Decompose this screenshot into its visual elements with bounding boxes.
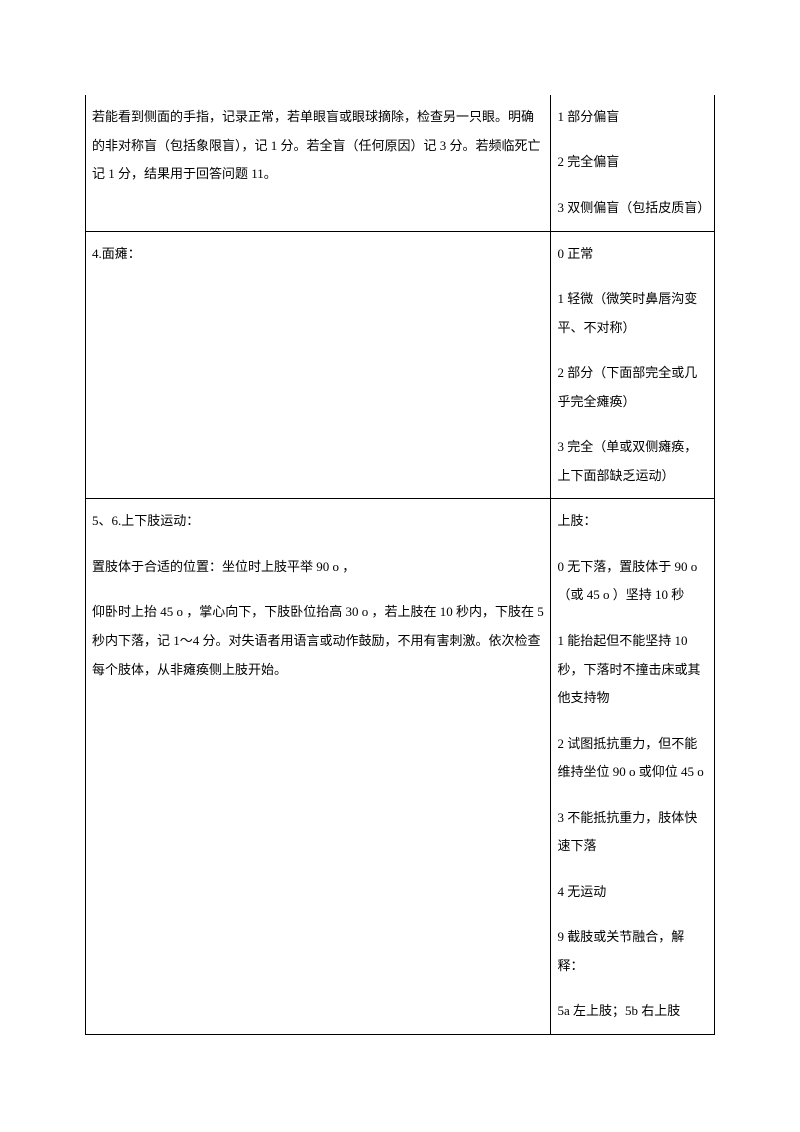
description-text: 仰卧时上抬 45 o ，掌心向下，下肢卧位抬高 30 o ，若上肢在 10 秒内…: [92, 598, 544, 684]
table-row: 5、6.上下肢运动： 置肢体于合适的位置：坐位时上肢平举 90 o ， 仰卧时上抬 …: [86, 499, 715, 1035]
score-text: 0 正常: [557, 240, 708, 269]
score-text: 上肢：: [557, 507, 708, 536]
score-text: 1 部分偏盲: [557, 103, 708, 132]
score-cell: 1 部分偏盲 2 完全偏盲 3 双侧偏盲（包括皮质盲）: [551, 95, 715, 231]
score-text: 3 不能抵抗重力，肢体快速下落: [557, 804, 708, 861]
description-cell: 5、6.上下肢运动： 置肢体于合适的位置：坐位时上肢平举 90 o ， 仰卧时上抬 …: [86, 499, 551, 1035]
description-text: 5、6.上下肢运动：: [92, 507, 544, 536]
score-text: 2 部分（下面部完全或几乎完全瘫痪）: [557, 359, 708, 416]
score-text: 1 轻微（微笑时鼻唇沟变平、不对称）: [557, 285, 708, 342]
description-cell: 4.面瘫：: [86, 231, 551, 499]
score-text: 1 能抬起但不能坚持 10 秒，下落时不撞击床或其他支持物: [557, 627, 708, 713]
assessment-table: 若能看到侧面的手指，记录正常，若单眼盲或眼球摘除，检查另一只眼。明确的非对称盲（…: [85, 95, 715, 1035]
description-cell: 若能看到侧面的手指，记录正常，若单眼盲或眼球摘除，检查另一只眼。明确的非对称盲（…: [86, 95, 551, 231]
score-text: 3 完全（单或双侧瘫痪，上下面部缺乏运动）: [557, 433, 708, 490]
table-row: 若能看到侧面的手指，记录正常，若单眼盲或眼球摘除，检查另一只眼。明确的非对称盲（…: [86, 95, 715, 231]
description-text: 4.面瘫：: [92, 240, 544, 269]
description-text: 置肢体于合适的位置：坐位时上肢平举 90 o ，: [92, 553, 544, 582]
score-text: 0 无下落，置肢体于 90 o （或 45 o ）坚持 10 秒: [557, 553, 708, 610]
score-text: 4 无运动: [557, 878, 708, 907]
score-text: 2 完全偏盲: [557, 148, 708, 177]
table-row: 4.面瘫： 0 正常 1 轻微（微笑时鼻唇沟变平、不对称） 2 部分（下面部完全或几乎…: [86, 231, 715, 499]
score-text: 9 截肢或关节融合，解释：: [557, 923, 708, 980]
score-text: 2 试图抵抗重力，但不能维持坐位 90 o 或仰位 45 o: [557, 730, 708, 787]
description-text: 若能看到侧面的手指，记录正常，若单眼盲或眼球摘除，检查另一只眼。明确的非对称盲（…: [92, 103, 544, 189]
score-text: 3 双侧偏盲（包括皮质盲）: [557, 194, 708, 223]
score-cell: 0 正常 1 轻微（微笑时鼻唇沟变平、不对称） 2 部分（下面部完全或几乎完全瘫痪）…: [551, 231, 715, 499]
score-cell: 上肢： 0 无下落，置肢体于 90 o （或 45 o ）坚持 10 秒 1 能抬起…: [551, 499, 715, 1035]
score-text: 5a 左上肢；5b 右上肢: [557, 997, 708, 1026]
